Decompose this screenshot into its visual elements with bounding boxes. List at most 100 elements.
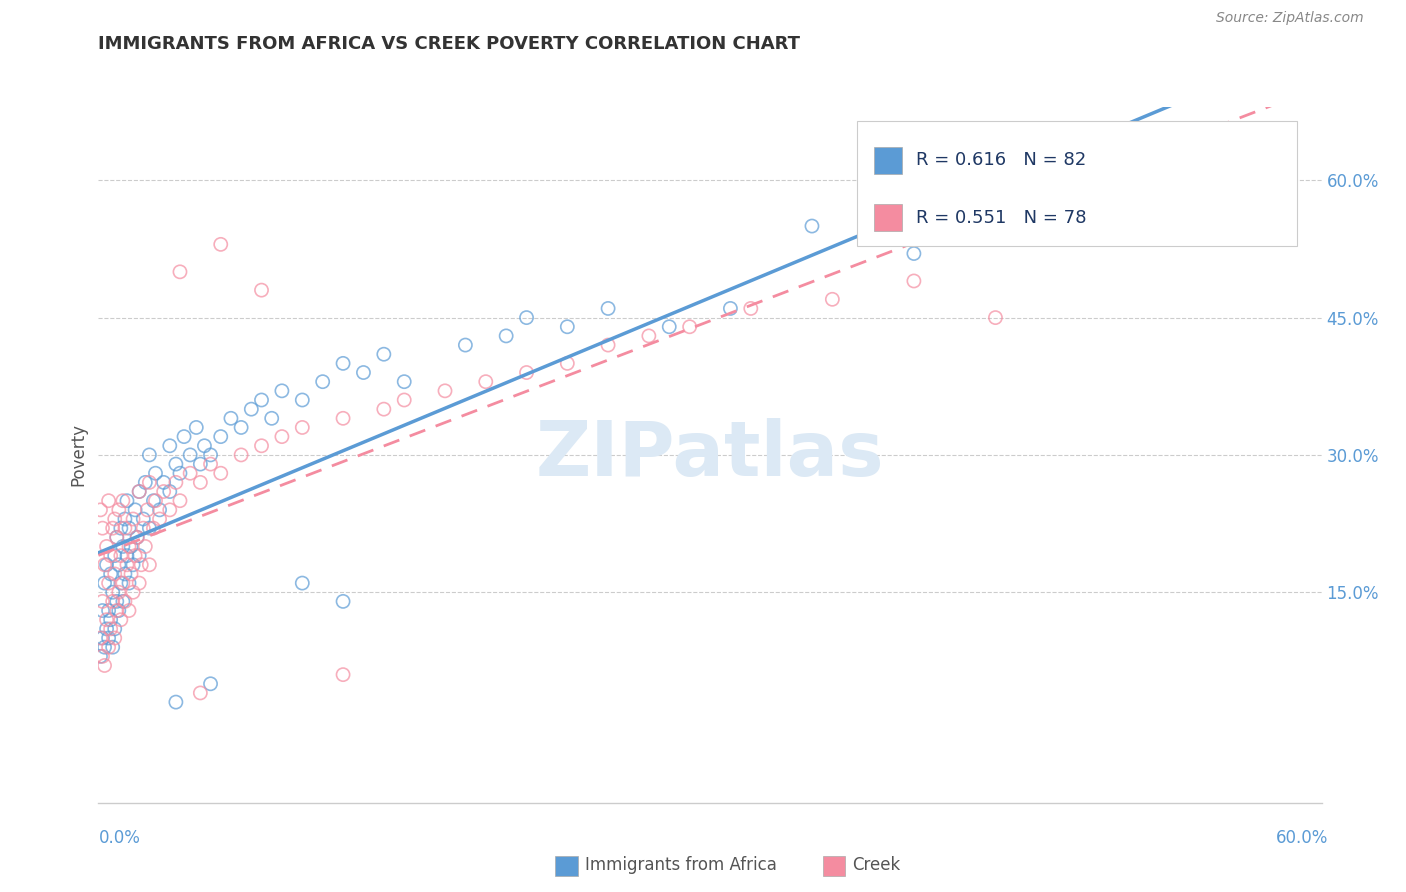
Point <box>209 237 232 252</box>
Point <box>136 503 159 517</box>
Point <box>100 613 122 627</box>
Point <box>173 429 195 443</box>
Point <box>110 576 132 591</box>
Point <box>108 585 131 599</box>
Point <box>101 521 124 535</box>
Point <box>122 512 145 526</box>
Point <box>1107 192 1129 206</box>
Point <box>291 392 314 407</box>
Point <box>179 467 201 481</box>
Point <box>128 549 150 563</box>
Point <box>110 613 132 627</box>
Point <box>188 475 212 490</box>
Point <box>104 549 127 563</box>
Text: Source: ZipAtlas.com: Source: ZipAtlas.com <box>1216 12 1364 25</box>
Point <box>115 558 138 572</box>
Point <box>104 566 127 581</box>
Point <box>165 695 187 709</box>
Point <box>105 530 128 544</box>
Point <box>101 594 124 608</box>
Text: R = 0.616   N = 82: R = 0.616 N = 82 <box>915 151 1085 169</box>
Point <box>100 549 122 563</box>
Point <box>91 631 114 645</box>
Point <box>108 558 131 572</box>
Point <box>149 503 172 517</box>
Point <box>108 503 131 517</box>
Point <box>122 558 145 572</box>
Point <box>392 375 416 389</box>
Text: Immigrants from Africa: Immigrants from Africa <box>585 856 776 874</box>
Point <box>118 603 141 617</box>
Point <box>104 512 127 526</box>
Point <box>145 467 167 481</box>
Point <box>124 549 146 563</box>
Point <box>209 467 232 481</box>
Point <box>637 329 661 343</box>
Point <box>114 512 136 526</box>
Point <box>1004 201 1026 215</box>
Point <box>291 420 314 434</box>
Point <box>169 467 191 481</box>
Text: Creek: Creek <box>852 856 900 874</box>
Point <box>679 319 702 334</box>
Point <box>291 576 314 591</box>
Point <box>132 512 155 526</box>
Point <box>516 310 538 325</box>
Point <box>392 392 416 407</box>
Point <box>332 356 354 370</box>
Text: R = 0.551   N = 78: R = 0.551 N = 78 <box>915 209 1087 227</box>
Point <box>240 402 263 417</box>
Point <box>96 622 118 636</box>
Point <box>821 293 844 307</box>
Point <box>250 392 273 407</box>
Point <box>555 319 579 334</box>
Point <box>152 484 174 499</box>
Point <box>122 585 145 599</box>
Point <box>110 521 132 535</box>
Y-axis label: Poverty: Poverty <box>69 424 87 486</box>
Point <box>104 631 127 645</box>
Point <box>165 457 187 471</box>
Point <box>111 576 134 591</box>
Point <box>111 594 134 608</box>
Point <box>110 549 132 563</box>
Point <box>97 493 120 508</box>
Point <box>219 411 242 425</box>
Point <box>96 540 118 554</box>
Point <box>129 558 152 572</box>
Point <box>105 530 128 544</box>
Point <box>128 484 150 499</box>
Point <box>801 219 824 233</box>
Point <box>373 402 395 417</box>
Point <box>138 475 160 490</box>
Point <box>434 384 457 398</box>
Point <box>111 540 134 554</box>
Point <box>495 329 517 343</box>
Point <box>718 301 742 316</box>
Point <box>454 338 477 352</box>
Point <box>159 503 181 517</box>
Point <box>149 512 172 526</box>
Point <box>142 493 165 508</box>
Point <box>101 640 124 655</box>
Text: IMMIGRANTS FROM AFRICA VS CREEK POVERTY CORRELATION CHART: IMMIGRANTS FROM AFRICA VS CREEK POVERTY … <box>98 35 800 53</box>
Point <box>118 540 141 554</box>
Point <box>145 493 167 508</box>
Point <box>111 493 134 508</box>
Point <box>200 677 222 691</box>
Point <box>101 585 124 599</box>
Point <box>132 521 155 535</box>
Point <box>120 566 142 581</box>
Point <box>114 521 136 535</box>
Point <box>96 558 118 572</box>
Point <box>250 439 273 453</box>
Point <box>555 356 579 370</box>
Text: 0.0%: 0.0% <box>98 829 141 847</box>
Point <box>134 475 156 490</box>
Point <box>89 649 111 664</box>
Point <box>598 301 620 316</box>
Point <box>127 530 149 544</box>
Point <box>93 658 115 673</box>
Point <box>124 503 146 517</box>
Point <box>352 366 374 380</box>
